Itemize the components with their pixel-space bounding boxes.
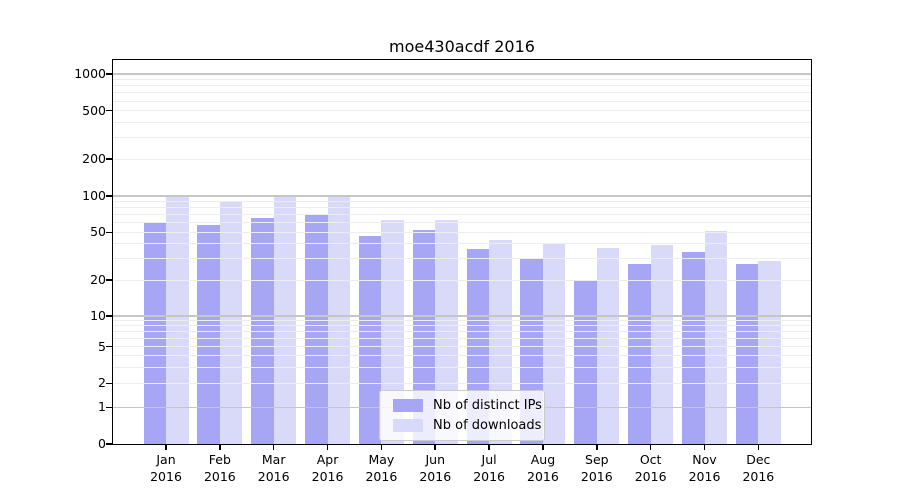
- bar-downloads-nov: [704, 231, 727, 444]
- y-tick-label: 20: [90, 272, 106, 287]
- bar-ips-sep: [574, 280, 597, 444]
- x-tick-mark: [272, 444, 275, 450]
- plot-area: Nb of distinct IPs Nb of downloads: [112, 59, 812, 445]
- y-tick-mark: [106, 195, 113, 197]
- x-tick-mark: [596, 444, 598, 450]
- x-tick-mark: [542, 444, 544, 450]
- y-tick-label: 200: [82, 151, 106, 166]
- y-tick-label: 1000: [74, 66, 106, 81]
- y-tick-label: 5: [98, 338, 106, 354]
- bar-ips-aug: [520, 258, 543, 444]
- bar-ips-dec: [735, 264, 759, 444]
- bar-downloads-jan: [166, 197, 189, 444]
- y-tick-label: 10: [90, 308, 106, 323]
- x-tick-label: Apr 2016: [311, 452, 344, 484]
- y-tick-label: 500: [82, 102, 106, 118]
- x-tick-label: May 2016: [365, 452, 398, 484]
- bar-downloads-jun: [435, 220, 458, 444]
- bar-downloads-jul: [489, 240, 512, 444]
- x-tick-mark: [488, 444, 490, 450]
- x-tick-label: Jan 2016: [150, 452, 182, 484]
- x-tick-mark: [703, 444, 706, 450]
- y-tick-label: 2: [98, 375, 106, 391]
- bar-ips-jan: [143, 221, 166, 444]
- bar-downloads-sep: [596, 247, 620, 444]
- x-tick-label: Aug 2016: [527, 452, 559, 484]
- x-tick-mark: [326, 444, 329, 450]
- x-tick-label: Jun 2016: [419, 452, 452, 484]
- y-tick-label: 100: [82, 188, 106, 203]
- bar-ips-nov: [682, 252, 705, 444]
- x-tick-mark: [649, 444, 652, 450]
- y-tick-mark: [106, 231, 113, 234]
- bar-downloads-may: [381, 220, 404, 444]
- x-tick-label: Nov 2016: [688, 452, 721, 484]
- bar-ips-may: [358, 235, 382, 444]
- bar-downloads-apr: [327, 197, 351, 444]
- y-tick-mark: [106, 382, 113, 385]
- x-tick-mark: [434, 444, 437, 450]
- bar-downloads-mar: [273, 194, 297, 444]
- bar-ips-apr: [305, 214, 328, 444]
- bar-downloads-feb: [219, 202, 243, 444]
- bar-downloads-dec: [758, 260, 781, 444]
- x-tick-mark: [219, 444, 221, 450]
- bar-ips-jun: [412, 230, 436, 444]
- x-tick-mark: [165, 444, 167, 450]
- y-tick-mark: [106, 345, 113, 348]
- x-tick-label: Mar 2016: [257, 452, 290, 484]
- y-tick-mark: [106, 158, 113, 160]
- bar-downloads-aug: [542, 242, 566, 444]
- bars-layer: [113, 60, 811, 444]
- x-tick-label: Oct 2016: [634, 452, 667, 484]
- y-tick-label: 50: [90, 224, 106, 240]
- bar-ips-jul: [466, 249, 490, 444]
- x-tick-label: Sep 2016: [580, 452, 613, 484]
- x-tick-label: Jul 2016: [473, 452, 505, 484]
- x-tick-label: Dec 2016: [742, 452, 775, 484]
- y-tick-mark: [106, 315, 113, 317]
- x-tick-mark: [757, 444, 760, 450]
- bar-downloads-oct: [650, 245, 674, 444]
- bar-ips-mar: [251, 217, 274, 444]
- bar-ips-feb: [197, 225, 220, 444]
- y-tick-mark: [106, 279, 113, 281]
- y-tick-mark: [106, 73, 113, 75]
- x-tick-mark: [380, 444, 383, 450]
- y-tick-label: 1: [98, 399, 106, 415]
- y-tick-mark: [106, 443, 113, 445]
- y-tick-label: 0: [98, 436, 106, 451]
- x-tick-label: Feb 2016: [203, 452, 236, 484]
- bar-ips-oct: [628, 264, 651, 444]
- chart-title: moe430acdf 2016: [389, 37, 535, 56]
- y-tick-mark: [106, 406, 113, 409]
- y-tick-mark: [106, 109, 113, 112]
